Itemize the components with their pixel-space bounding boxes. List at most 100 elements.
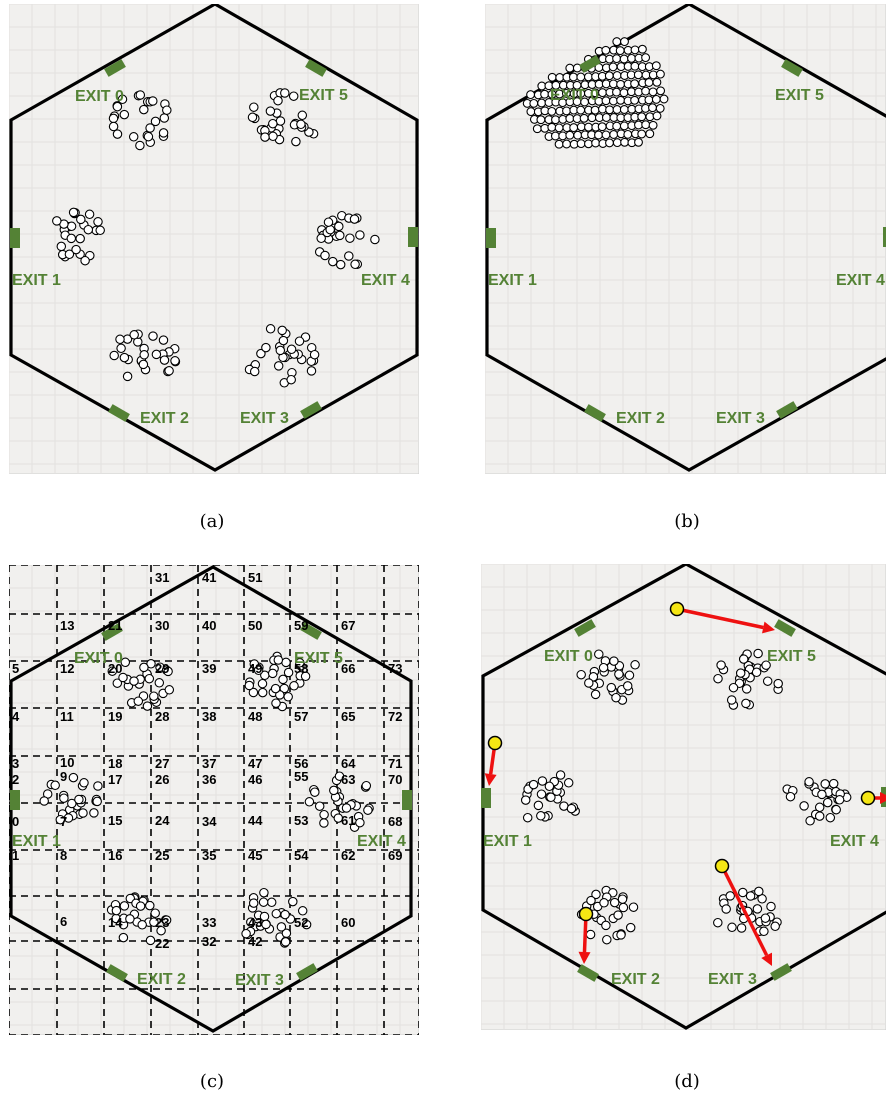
guidance-arrow bbox=[720, 865, 769, 957]
agent bbox=[814, 811, 825, 821]
agent bbox=[565, 114, 575, 123]
arrow-head bbox=[880, 792, 886, 804]
agent bbox=[260, 132, 270, 142]
agent bbox=[137, 920, 147, 930]
agent bbox=[753, 648, 763, 659]
agent bbox=[569, 123, 579, 133]
agent bbox=[266, 897, 277, 908]
agent bbox=[831, 804, 841, 815]
agent bbox=[271, 698, 281, 708]
agent bbox=[620, 137, 630, 147]
agent bbox=[547, 72, 557, 82]
cell-number-47: 47 bbox=[248, 756, 262, 771]
cell-number-8: 8 bbox=[60, 848, 67, 863]
exit-door-1 bbox=[486, 228, 496, 248]
cell-number-12: 12 bbox=[60, 661, 74, 676]
agent bbox=[129, 676, 139, 686]
agent bbox=[370, 234, 380, 245]
agent bbox=[288, 91, 299, 101]
agent bbox=[275, 116, 286, 126]
cell-number-38: 38 bbox=[202, 709, 216, 724]
agent bbox=[605, 138, 614, 148]
cell-number-56: 56 bbox=[294, 756, 308, 771]
agent bbox=[804, 777, 814, 787]
agent bbox=[112, 129, 123, 139]
cell-number-40: 40 bbox=[202, 618, 216, 633]
exit-label-0: EXIT 0 bbox=[544, 648, 593, 665]
agent bbox=[805, 816, 815, 826]
room-wall bbox=[481, 564, 886, 1030]
agent bbox=[537, 776, 548, 786]
agent bbox=[297, 906, 308, 916]
exit-label-1: EXIT 1 bbox=[483, 833, 532, 850]
exit-label-2: EXIT 2 bbox=[611, 971, 660, 988]
agent bbox=[637, 44, 647, 54]
agent bbox=[265, 106, 276, 116]
exit-door-5 bbox=[300, 622, 322, 640]
agent bbox=[291, 136, 301, 147]
agent bbox=[306, 366, 317, 376]
cell-number-69: 69 bbox=[388, 848, 402, 863]
agent bbox=[248, 687, 259, 698]
agent bbox=[760, 913, 771, 923]
cell-number-34: 34 bbox=[202, 814, 217, 829]
cell-number-55: 55 bbox=[294, 769, 308, 784]
agent bbox=[645, 129, 655, 139]
agent bbox=[612, 138, 622, 148]
panel-d: EXIT 0 EXIT 1 EXIT 2 EXIT 3 EXIT 4 EXIT 5 bbox=[481, 564, 886, 1030]
cell-number-6: 6 bbox=[60, 914, 67, 929]
agent bbox=[618, 902, 629, 913]
agent bbox=[590, 105, 600, 115]
agent bbox=[119, 901, 130, 911]
exit-door-4 bbox=[408, 227, 418, 247]
agent bbox=[139, 662, 149, 673]
agent bbox=[741, 698, 751, 709]
agent bbox=[648, 120, 658, 130]
agent bbox=[620, 37, 629, 47]
agent bbox=[75, 233, 85, 244]
agent bbox=[586, 895, 596, 906]
agent bbox=[579, 113, 589, 123]
agent bbox=[316, 233, 326, 244]
agent bbox=[626, 87, 636, 97]
exit-label-1: EXIT 1 bbox=[12, 833, 61, 850]
agent bbox=[361, 780, 372, 791]
agent bbox=[641, 70, 651, 80]
agent bbox=[738, 654, 749, 664]
agent bbox=[67, 798, 77, 809]
cell-number-23: 23 bbox=[155, 915, 169, 930]
agent bbox=[158, 128, 169, 138]
agent bbox=[117, 94, 128, 105]
arrow-head bbox=[762, 621, 775, 634]
agent bbox=[616, 95, 626, 105]
agent bbox=[148, 96, 158, 106]
agent bbox=[576, 72, 586, 82]
agent bbox=[598, 88, 607, 98]
agent bbox=[628, 902, 639, 912]
cell-number-31: 31 bbox=[155, 570, 169, 585]
agent bbox=[109, 350, 119, 361]
agent bbox=[554, 123, 564, 133]
agent bbox=[139, 350, 149, 360]
agent bbox=[576, 669, 586, 680]
agent bbox=[533, 800, 544, 811]
agent bbox=[522, 812, 533, 823]
agent bbox=[605, 105, 615, 115]
agent bbox=[253, 665, 264, 676]
agent bbox=[648, 103, 657, 113]
agent bbox=[89, 808, 99, 818]
agent bbox=[576, 139, 586, 149]
agent bbox=[651, 61, 661, 71]
agent bbox=[320, 250, 330, 261]
agent bbox=[762, 676, 773, 686]
agent bbox=[526, 90, 536, 100]
agent bbox=[286, 344, 297, 355]
agent bbox=[820, 779, 830, 789]
agent bbox=[273, 655, 284, 665]
agent bbox=[270, 683, 281, 694]
agent bbox=[341, 803, 352, 813]
exit-door-4 bbox=[402, 790, 412, 810]
agent bbox=[156, 925, 166, 936]
cell-number-70: 70 bbox=[388, 772, 402, 787]
agent bbox=[154, 678, 165, 688]
